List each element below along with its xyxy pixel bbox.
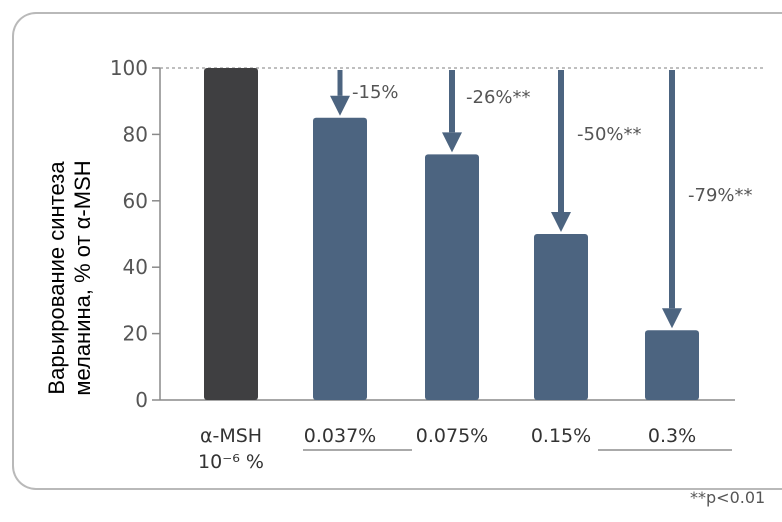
reduction-label-4: -79%**	[688, 185, 753, 206]
chart-card	[12, 12, 782, 490]
reduction-arrow-head-2	[442, 132, 462, 153]
y-tick-label: 60	[123, 189, 148, 213]
x-tick-label-0-0: α-MSH	[200, 425, 262, 447]
x-tick-label-0-1: 10⁻⁶ %	[198, 451, 264, 473]
bar-1	[313, 117, 367, 401]
reduction-arrow-head-1	[330, 95, 350, 116]
bar-3	[534, 234, 588, 400]
significance-footnote: **p<0.01	[690, 488, 765, 507]
bar-0	[204, 68, 258, 400]
bar-2	[425, 154, 479, 400]
reduction-label-3: -50%**	[577, 124, 642, 145]
y-tick-label: 80	[123, 122, 148, 146]
reduction-arrow-shaft-3	[558, 70, 564, 212]
x-tick-label-3-0: 0.15%	[531, 425, 591, 447]
y-tick-label: 20	[123, 322, 148, 346]
reduction-label-1: -15%	[352, 82, 399, 103]
x-tick-label-1-0: 0.037%	[304, 425, 376, 447]
x-tick-label-4-0: 0.3%	[648, 425, 696, 447]
reduction-arrow-shaft-1	[337, 70, 343, 96]
bar-4	[645, 330, 699, 400]
x-tick-label-2-0: 0.075%	[416, 425, 488, 447]
reduction-arrow-head-4	[662, 308, 682, 329]
reduction-arrow-shaft-2	[449, 70, 455, 133]
reduction-arrow-head-3	[551, 212, 571, 232]
reduction-label-2: -26%**	[466, 87, 531, 108]
y-tick-label: 100	[110, 56, 148, 80]
y-tick-label: 40	[123, 255, 148, 279]
reduction-arrow-shaft-4	[669, 70, 675, 309]
y-tick-label: 0	[135, 388, 148, 412]
